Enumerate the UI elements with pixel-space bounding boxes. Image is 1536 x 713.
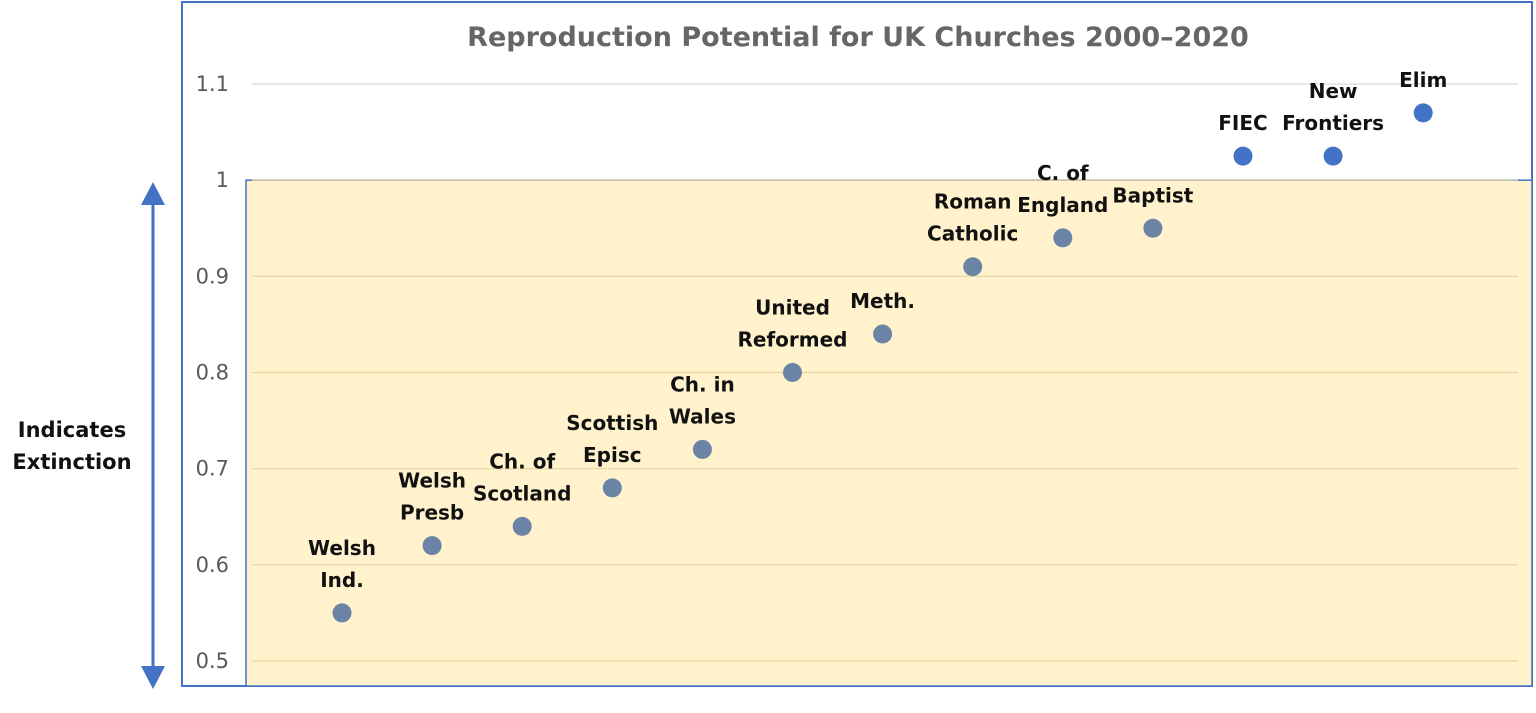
label-scottish-episc-2: Episc (583, 443, 642, 467)
label-welsh-ind-2: Ind. (320, 568, 364, 592)
y-tick-label-0-8: 0.8 (196, 361, 229, 385)
label-c-of-england-1: C. of (1037, 161, 1089, 185)
point-ch-of-scotland (512, 516, 532, 536)
label-fiec-1: FIEC (1218, 111, 1267, 135)
y-tick-label-0-9: 0.9 (196, 264, 229, 288)
label-united-reformed-2: Reformed (738, 328, 848, 352)
data-points (332, 103, 1433, 623)
y-tick-label-0-7: 0.7 (196, 457, 229, 481)
chart-title: Reproduction Potential for UK Churches 2… (467, 22, 1249, 53)
point-baptist (1143, 218, 1163, 238)
point-meth (873, 324, 893, 344)
point-labels: Welsh Ind. Welsh Presb Ch. of Scotland Scottis… (308, 68, 1447, 592)
label-new-frontiers-2: Frontiers (1282, 111, 1384, 135)
label-roman-catholic-2: Catholic (927, 222, 1018, 246)
y-tick-label-0-5: 0.5 (196, 649, 229, 673)
y-tick-label-1: 1 (216, 168, 229, 192)
y-tick-label-1-1: 1.1 (196, 72, 229, 96)
extinction-arrow-up-head (141, 182, 165, 205)
label-ch-of-scotland-1: Ch. of (489, 449, 555, 473)
label-ch-in-wales-1: Ch. in (670, 372, 735, 396)
extinction-annotation: Indicates Extinction (12, 182, 165, 689)
y-axis-ticks: 0.5 0.6 0.7 0.8 0.9 1 1.1 (196, 72, 229, 673)
label-welsh-presb-1: Welsh (398, 469, 466, 493)
point-elim (1413, 103, 1433, 123)
annotation-text-1: Indicates (18, 418, 126, 442)
label-elim-1: Elim (1399, 68, 1447, 92)
label-roman-catholic-1: Roman (934, 190, 1012, 214)
label-baptist-1: Baptist (1112, 183, 1193, 207)
point-scottish-episc (602, 478, 622, 498)
label-c-of-england-2: England (1017, 193, 1108, 217)
label-ch-of-scotland-2: Scotland (473, 481, 571, 505)
point-fiec (1233, 146, 1253, 166)
point-new-frontiers (1323, 146, 1343, 166)
label-welsh-presb-2: Presb (400, 501, 464, 525)
point-united-reformed (783, 363, 802, 382)
y-tick-label-0-6: 0.6 (196, 553, 229, 577)
annotation-text-2: Extinction (12, 450, 131, 474)
point-roman-catholic (963, 257, 983, 277)
gridlines (252, 83, 1518, 662)
extinction-arrow-down-head (141, 666, 165, 689)
point-welsh-presb (422, 536, 442, 556)
label-united-reformed-1: United (755, 296, 830, 320)
point-c-of-england (1053, 228, 1073, 248)
label-scottish-episc-1: Scottish (566, 411, 658, 435)
label-welsh-ind-1: Welsh (308, 536, 376, 560)
label-ch-in-wales-2: Wales (669, 404, 736, 428)
extinction-zone (245, 179, 1533, 687)
label-meth-1: Meth. (850, 289, 915, 313)
point-ch-in-wales (692, 439, 712, 459)
point-welsh-ind (332, 603, 352, 623)
label-new-frontiers-1: New (1309, 79, 1358, 103)
